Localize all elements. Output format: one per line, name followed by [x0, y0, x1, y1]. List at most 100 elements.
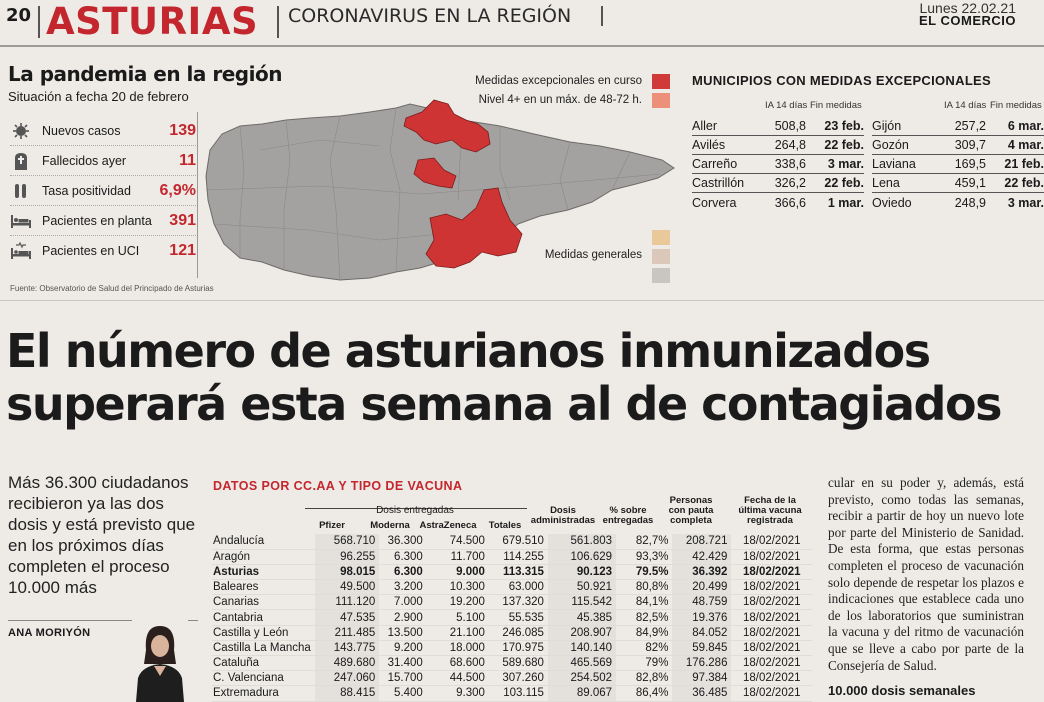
vaccine-table-body: Andalucía 568.710 36.300 74.500 679.510 561.8…	[212, 534, 812, 702]
table-cell: 82%	[616, 640, 673, 657]
table-cell: 568.710	[314, 534, 380, 550]
legend-label: Medidas excepcionales en curso	[475, 75, 642, 87]
table-row: Canarias 111.120 7.000 19.200 137.320 115.542…	[212, 594, 812, 611]
table-row: Baleares 49.500 3.200 10.300 63.000 50.921 80,…	[212, 579, 812, 596]
table-cell: 11.700	[426, 549, 489, 565]
table-row: Extremadura 88.415 5.400 9.300 103.115 89.067…	[212, 685, 812, 702]
col-header: AstraZeneca	[419, 520, 477, 531]
author-photo	[132, 620, 188, 702]
municipality-row: Gijón 257,2 6 mar.	[872, 117, 1044, 136]
page-number: 20	[6, 5, 32, 26]
table-cell: 45.385	[547, 609, 617, 626]
table-cell: 589.680	[488, 655, 548, 672]
table-row: Castilla y León 211.485 13.500 21.100 246.08…	[212, 625, 812, 641]
table-cell: 9.000	[426, 564, 489, 581]
table-cell: 246.085	[488, 625, 548, 641]
region-cell: Asturias	[212, 564, 315, 581]
table-cell: 59.845	[672, 640, 732, 657]
table-row: Castilla La Mancha 143.775 9.200 18.000 170.…	[212, 640, 812, 657]
municipality-ia: 264,8	[774, 138, 806, 152]
region-cell: Andalucía	[212, 534, 315, 550]
hospital-bed-icon	[10, 212, 32, 230]
region-cell: Aragón	[212, 549, 315, 565]
vaccine-table-title: DATOS POR CC.AA Y TIPO DE VACUNA	[213, 479, 463, 493]
table-row: Cataluña 489.680 31.400 68.600 589.680 465.56…	[212, 655, 812, 672]
table-cell: 18/02/2021	[731, 579, 812, 596]
table-cell: 82,7%	[616, 534, 673, 550]
col-header: Personas con pauta completa	[668, 495, 714, 526]
issue-date: Lunes 22.02.21	[919, 0, 1016, 16]
stat-row: Nuevos casos 139	[10, 116, 196, 146]
table-cell: 307.260	[488, 670, 548, 687]
table-cell: 19.200	[426, 594, 489, 611]
stat-row: Tasa positividad 6,9%	[10, 176, 196, 206]
municipality-row: Avilés 264,8 22 feb.	[692, 136, 864, 155]
table-cell: 48.759	[672, 594, 732, 611]
tombstone-icon	[10, 152, 32, 170]
municipalities-title: MUNICIPIOS CON MEDIDAS EXCEPCIONALES	[692, 73, 991, 88]
pandemic-subtitle: Situación a fecha 20 de febrero	[8, 89, 189, 104]
municipality-row: Gozón 309,7 4 mar.	[872, 136, 1044, 155]
icu-bed-icon	[10, 242, 32, 260]
stat-label: Tasa positividad	[42, 183, 131, 198]
table-cell: 84,9%	[616, 625, 673, 641]
table-cell: 88.415	[314, 685, 380, 702]
table-cell: 31.400	[379, 655, 427, 672]
test-tube-icon	[10, 182, 32, 200]
stat-label: Pacientes en UCI	[42, 244, 140, 258]
region-cell: Castilla y León	[212, 625, 315, 641]
col-header-ia: IA 14 días	[765, 100, 808, 111]
table-cell: 18/02/2021	[731, 640, 812, 657]
table-cell: 18/02/2021	[731, 594, 812, 611]
municipality-ia: 459,1	[954, 176, 986, 190]
table-cell: 68.600	[426, 655, 489, 672]
table-cell: 82,8%	[616, 670, 673, 687]
region-cell: Extremadura	[212, 685, 315, 702]
table-cell: 20.499	[672, 579, 732, 596]
table-cell: 3.200	[379, 579, 427, 596]
municipality-ia: 257,2	[954, 119, 986, 133]
municipality-end: 22 feb.	[1004, 176, 1044, 190]
stat-value: 139	[169, 121, 196, 139]
legend-swatch	[652, 230, 670, 245]
table-row: C. Valenciana 247.060 15.700 44.500 307.260 2…	[212, 670, 812, 687]
table-cell: 74.500	[426, 534, 489, 550]
table-cell: 55.535	[488, 609, 548, 626]
col-header-end: Fin medidas	[810, 100, 862, 111]
legend-swatch	[652, 268, 670, 283]
table-cell: 7.000	[379, 594, 427, 611]
table-cell: 18.000	[426, 640, 489, 657]
table-cell: 44.500	[426, 670, 489, 687]
newspaper-name: EL COMERCIO	[919, 13, 1016, 28]
legend-label: Medidas generales	[544, 249, 642, 261]
table-cell: 9.300	[426, 685, 489, 702]
group-header: Dosis entregadas	[376, 505, 454, 516]
virus-icon	[10, 122, 32, 140]
col-header: Dosis administradas	[530, 505, 596, 526]
municipality-row: Castrillón 326,2 22 feb.	[692, 174, 864, 193]
municipality-end: 1 mar.	[827, 195, 864, 210]
table-cell: 63.000	[488, 579, 548, 596]
stat-label: Pacientes en planta	[42, 213, 152, 228]
headline-line: El número de asturianos inmunizados	[6, 324, 931, 378]
municipality-row: Carreño 338,6 3 mar.	[692, 155, 864, 174]
municipality-name: Gozón	[872, 138, 909, 152]
article-body: cular en su poder y, además, está previs…	[828, 475, 1024, 673]
table-cell: 18/02/2021	[731, 670, 812, 687]
municipality-row: Aller 508,8 23 feb.	[692, 117, 864, 136]
table-cell: 103.115	[488, 685, 548, 702]
municipality-ia: 338,6	[774, 157, 806, 171]
table-cell: 254.502	[547, 670, 617, 687]
table-cell: 114.255	[488, 549, 548, 565]
municipality-end: 21 feb.	[1004, 157, 1044, 171]
table-cell: 113.315	[488, 564, 548, 581]
col-header: Pfizer	[319, 520, 345, 531]
table-cell: 36.300	[379, 534, 427, 550]
headline: El número de asturianos inmunizados supe…	[6, 325, 1036, 431]
municipality-ia: 508,8	[774, 119, 806, 133]
table-cell: 6.300	[379, 564, 427, 581]
col-header: % sobre entregadas	[602, 505, 654, 526]
col-header: Fecha de la última vacuna registrada	[738, 495, 802, 526]
stat-value: 391	[169, 211, 196, 229]
table-cell: 2.900	[379, 609, 427, 626]
